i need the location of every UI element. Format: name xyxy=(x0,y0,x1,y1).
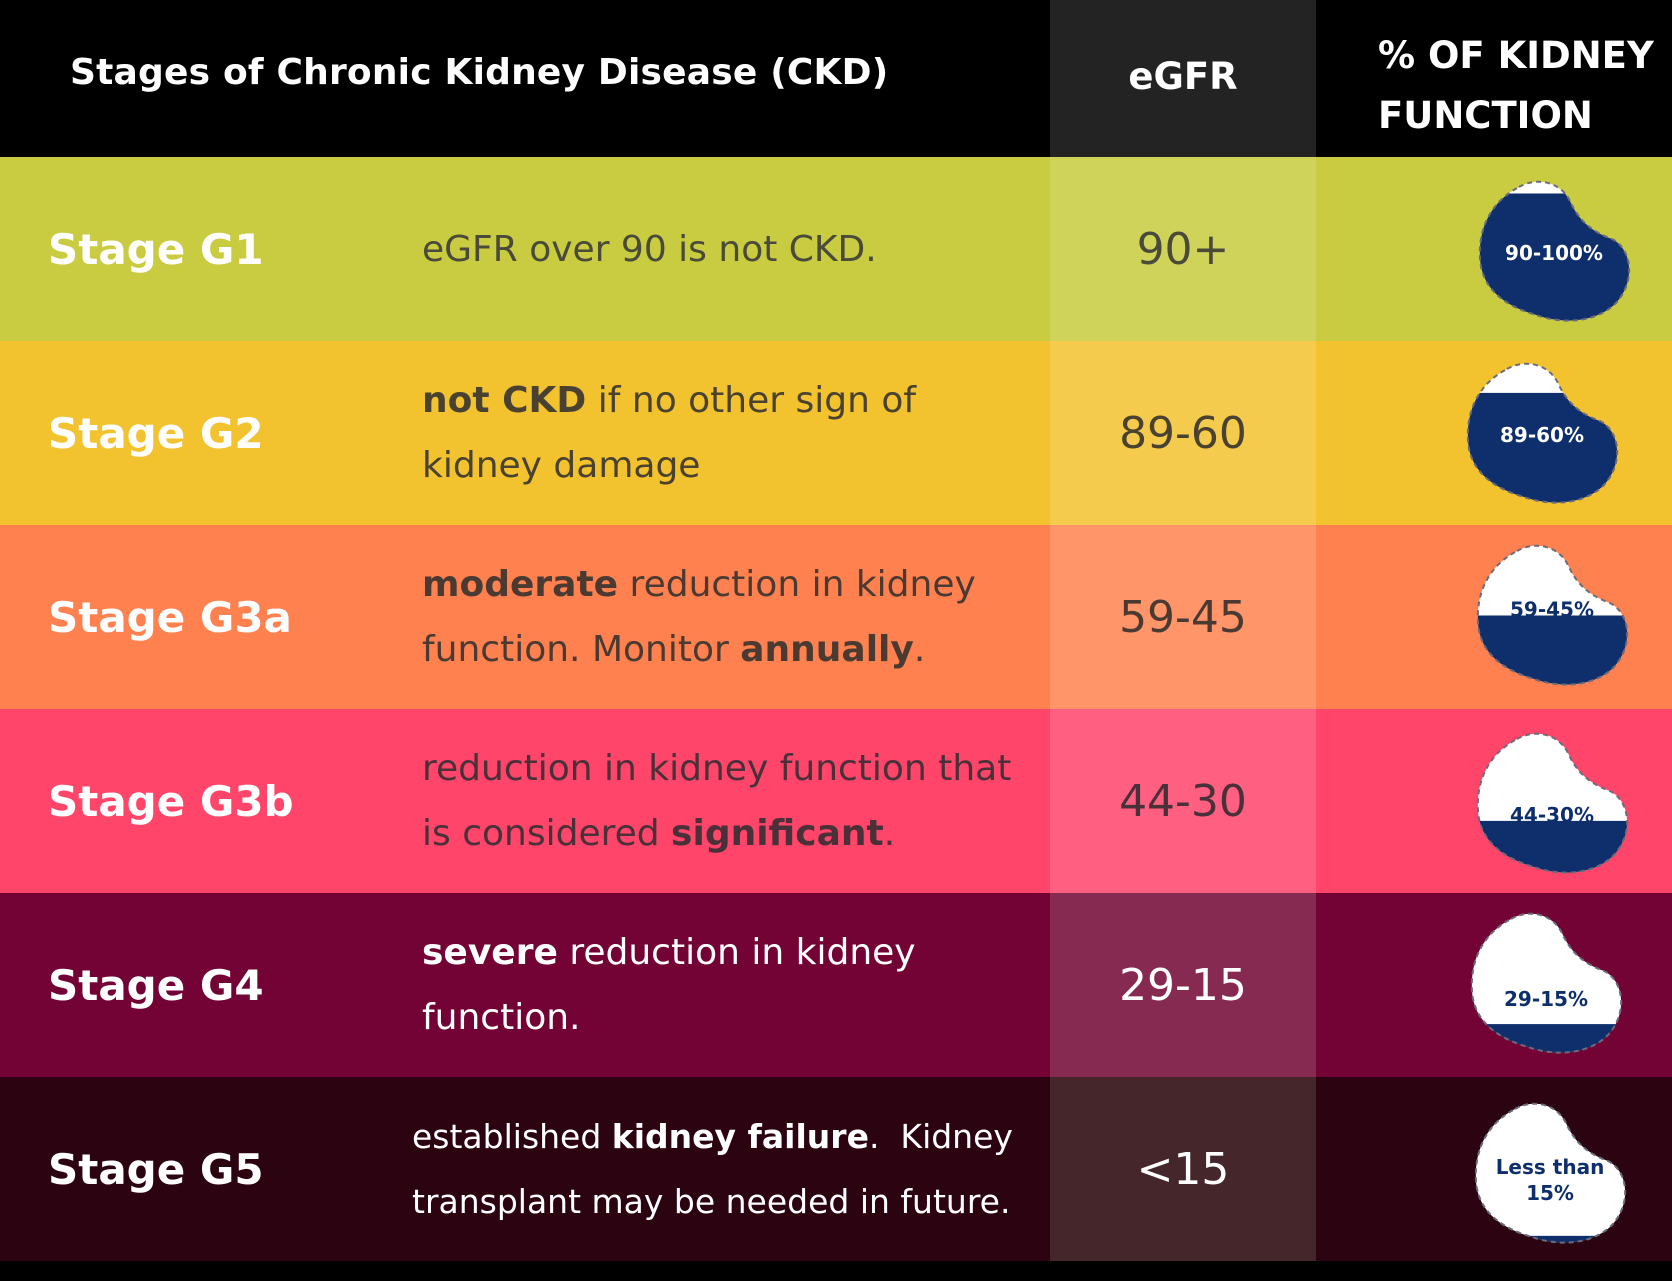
egfr-cell: <15 xyxy=(1050,1077,1316,1261)
description-emphasis: kidney failure xyxy=(611,1117,869,1156)
stage-label: Stage G2 xyxy=(48,408,264,458)
egfr-value: <15 xyxy=(1136,1143,1230,1195)
header-egfr: eGFR xyxy=(1128,55,1238,98)
egfr-value: 29-15 xyxy=(1119,959,1247,1011)
description-text: . xyxy=(913,629,926,670)
egfr-value: 89-60 xyxy=(1119,407,1247,459)
table-row: Stage G2 not CKD if no other sign of kidn… xyxy=(0,341,1672,525)
kidney-function-label: Less than xyxy=(1496,1155,1605,1179)
egfr-cell: 90+ xyxy=(1050,157,1316,341)
kidney-outline xyxy=(1474,1102,1626,1244)
description-text: . Kidney transplant may be needed in fut… xyxy=(412,1117,1024,1221)
table-row: Stage G5 established kidney failure. Kidn… xyxy=(0,1077,1672,1261)
description-emphasis: annually xyxy=(740,629,914,670)
stage-description: established kidney failure. Kidney trans… xyxy=(412,1077,1022,1261)
stage-label: Stage G4 xyxy=(48,960,264,1010)
description-text: reduction in kidney function that is con… xyxy=(422,748,1023,854)
kidney-empty-area xyxy=(1475,1103,1626,1243)
header-egfr-cell: eGFR xyxy=(1050,0,1316,157)
kidney-icon: 89-60% xyxy=(1462,361,1622,506)
egfr-value: 44-30 xyxy=(1119,775,1247,827)
table-row: Stage G1 eGFR over 90 is not CKD. 90+ 90-10… xyxy=(0,157,1672,341)
kidney-icon: 90-100% xyxy=(1474,179,1634,324)
stage-description: eGFR over 90 is not CKD. xyxy=(422,157,1032,341)
description-text: reduction in kidney function. xyxy=(422,932,928,1038)
description-text: reduction in kidney function. Monitor xyxy=(422,564,988,670)
egfr-cell: 59-45 xyxy=(1050,525,1316,709)
stage-label: Stage G3b xyxy=(48,776,294,826)
egfr-cell: 44-30 xyxy=(1050,709,1316,893)
description-text: eGFR over 90 is not CKD. xyxy=(422,228,877,270)
kidney-icon: 29-15% xyxy=(1466,911,1626,1056)
egfr-cell: 89-60 xyxy=(1050,341,1316,525)
kidney-function-label: 59-45% xyxy=(1510,598,1594,622)
kidney-outline xyxy=(1470,912,1622,1054)
kidney-function-label: 44-30% xyxy=(1510,803,1594,827)
kidney-function-label: 29-15% xyxy=(1504,987,1588,1011)
stage-description: not CKD if no other sign of kidney damag… xyxy=(422,341,1032,525)
table-row: Stage G3b reduction in kidney function th… xyxy=(0,709,1672,893)
kidney-outline xyxy=(1478,180,1630,322)
kidney-fill-level xyxy=(1477,615,1628,685)
stage-description: moderate reduction in kidney function. M… xyxy=(422,525,1032,709)
stage-label: Stage G1 xyxy=(48,224,264,274)
kidney-icon: 59-45% xyxy=(1472,543,1632,688)
kidney-icon: 44-30% xyxy=(1472,731,1632,876)
egfr-cell: 29-15 xyxy=(1050,893,1316,1077)
description-text: established xyxy=(412,1117,612,1156)
table-row: Stage G4 severe reduction in kidney funct… xyxy=(0,893,1672,1077)
stage-label: Stage G5 xyxy=(48,1144,264,1194)
kidney-outline xyxy=(1476,544,1628,686)
description-text: if no other sign of kidney damage xyxy=(422,380,928,486)
table-row: Stage G3a moderate reduction in kidney fu… xyxy=(0,525,1672,709)
egfr-value: 90+ xyxy=(1136,223,1230,275)
stage-label: Stage G3a xyxy=(48,592,292,642)
stage-description: severe reduction in kidney function. xyxy=(422,893,1032,1077)
description-emphasis: significant xyxy=(671,813,884,854)
kidney-function-label: 15% xyxy=(1526,1181,1574,1205)
kidney-icon: Less than 15% xyxy=(1470,1101,1630,1246)
kidney-function-label: 89-60% xyxy=(1500,423,1584,447)
table-header: Stages of Chronic Kidney Disease (CKD) e… xyxy=(0,0,1672,157)
kidney-outline xyxy=(1476,732,1628,874)
description-emphasis: moderate xyxy=(422,564,619,605)
kidney-outline xyxy=(1466,362,1618,504)
header-kidney-function-line2: FUNCTION xyxy=(1378,94,1593,137)
header-kidney-function: % OF KIDNEY FUNCTION xyxy=(1378,26,1668,146)
egfr-value: 59-45 xyxy=(1119,591,1247,643)
kidney-empty-area xyxy=(1471,913,1622,1053)
header-title: Stages of Chronic Kidney Disease (CKD) xyxy=(70,52,889,93)
kidney-fill-level xyxy=(1475,1235,1626,1243)
description-emphasis: not CKD xyxy=(422,380,587,421)
stage-description: reduction in kidney function that is con… xyxy=(422,709,1032,893)
description-text: . xyxy=(883,813,896,854)
header-kidney-function-line1: % OF KIDNEY xyxy=(1378,34,1654,77)
kidney-function-label: 90-100% xyxy=(1505,241,1603,265)
description-emphasis: severe xyxy=(422,932,558,973)
